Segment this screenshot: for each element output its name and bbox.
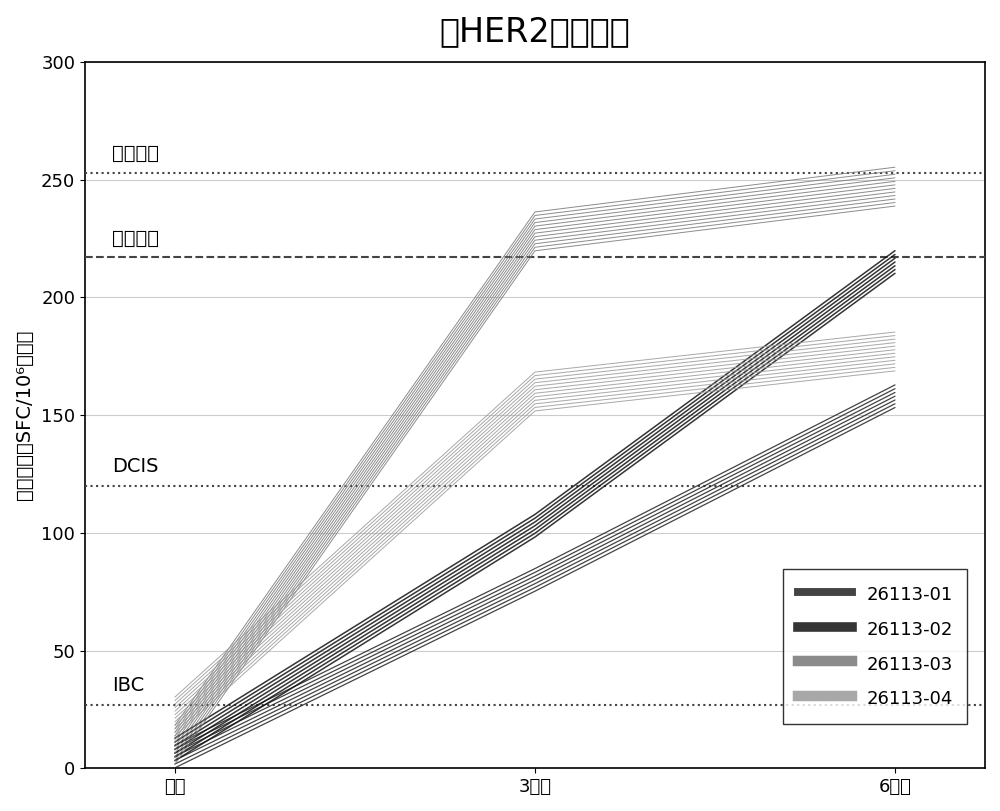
Y-axis label: 累积应答（SFC/10⁶细胞）: 累积应答（SFC/10⁶细胞） [15,330,34,500]
Text: 健康供体: 健康供体 [112,144,159,163]
Text: DCIS: DCIS [112,457,158,476]
Text: 良性疾病: 良性疾病 [112,229,159,248]
Title: 抗HER2累积应答: 抗HER2累积应答 [440,15,630,48]
Legend: 26113-01, 26113-02, 26113-03, 26113-04: 26113-01, 26113-02, 26113-03, 26113-04 [783,569,967,724]
Text: IBC: IBC [112,676,144,695]
